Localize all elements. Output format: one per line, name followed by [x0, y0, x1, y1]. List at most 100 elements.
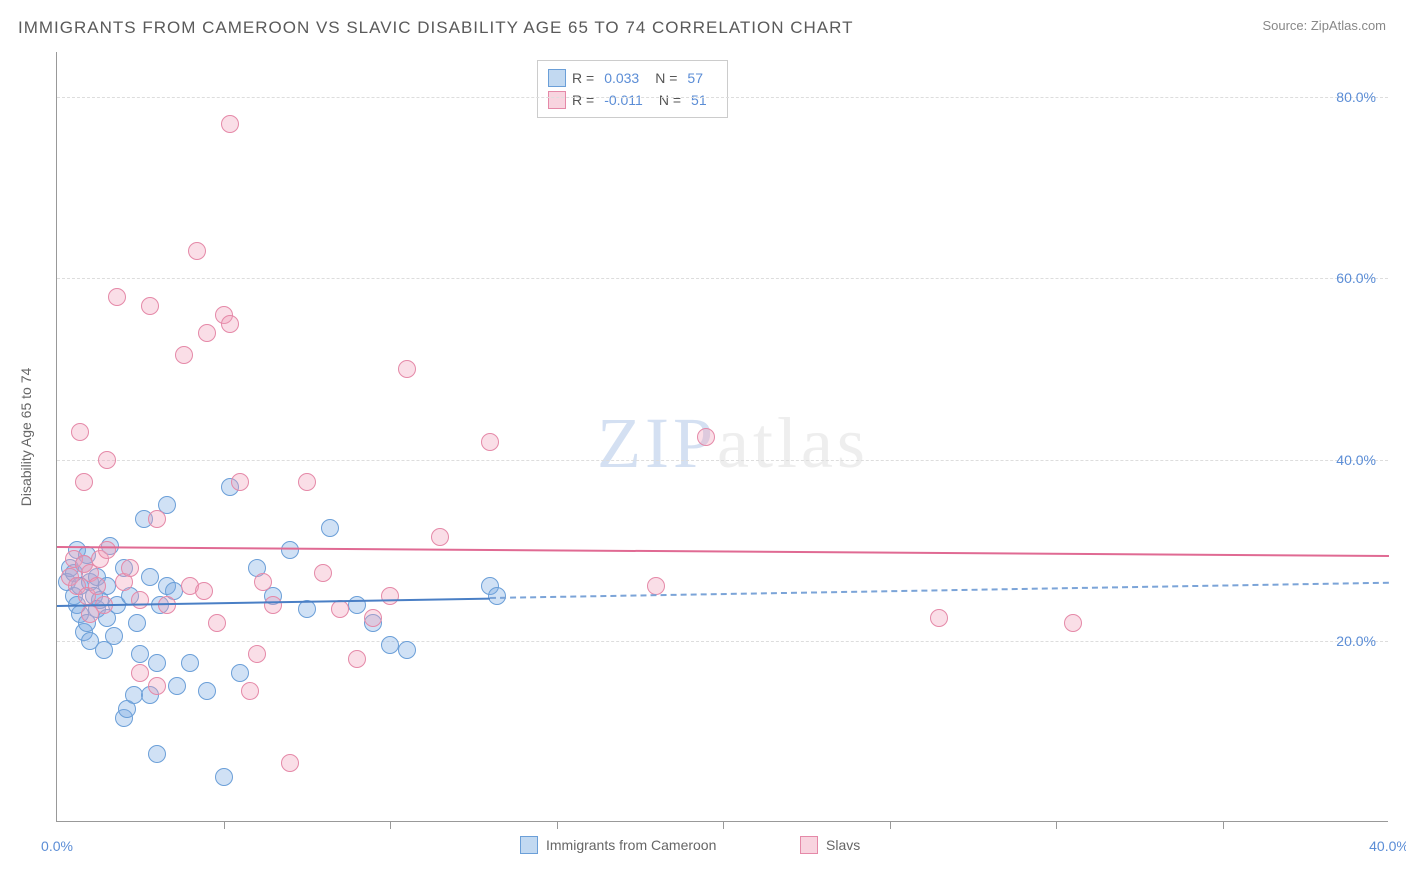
- scatter-point: [221, 315, 239, 333]
- legend-swatch: [520, 836, 538, 854]
- y-axis-title: Disability Age 65 to 74: [18, 368, 34, 507]
- scatter-point: [168, 677, 186, 695]
- scatter-point: [175, 346, 193, 364]
- scatter-point: [75, 473, 93, 491]
- legend-row: R = -0.011 N = 51: [548, 89, 717, 111]
- scatter-point: [248, 645, 266, 663]
- legend-n-value: 51: [691, 92, 707, 108]
- legend-series-label: Immigrants from Cameroon: [546, 837, 716, 853]
- legend-r-label: R =: [572, 92, 594, 108]
- scatter-point: [241, 682, 259, 700]
- scatter-point: [398, 641, 416, 659]
- bottom-legend-series-1: Immigrants from Cameroon: [520, 836, 716, 854]
- legend-n-label: N =: [655, 70, 677, 86]
- source-label: Source: ZipAtlas.com: [1262, 18, 1386, 33]
- x-tick-mark: [1223, 821, 1224, 829]
- watermark: ZIPatlas: [597, 402, 869, 485]
- scatter-point: [148, 510, 166, 528]
- gridline-horizontal: [57, 460, 1388, 461]
- scatter-point: [105, 627, 123, 645]
- x-tick-mark: [723, 821, 724, 829]
- scatter-point: [215, 768, 233, 786]
- x-tick-mark: [224, 821, 225, 829]
- scatter-point: [231, 473, 249, 491]
- watermark-atlas: atlas: [717, 403, 869, 483]
- scatter-point: [141, 297, 159, 315]
- scatter-point: [331, 600, 349, 618]
- scatter-point: [488, 587, 506, 605]
- scatter-point: [364, 609, 382, 627]
- scatter-point: [181, 654, 199, 672]
- scatter-point: [930, 609, 948, 627]
- scatter-point: [88, 577, 106, 595]
- legend-swatch: [548, 91, 566, 109]
- scatter-point: [348, 596, 366, 614]
- y-tick-label: 40.0%: [1336, 452, 1376, 468]
- scatter-point: [208, 614, 226, 632]
- scatter-point: [121, 559, 139, 577]
- legend-series-label: Slavs: [826, 837, 860, 853]
- scatter-point: [108, 288, 126, 306]
- legend-swatch: [548, 69, 566, 87]
- scatter-point: [381, 636, 399, 654]
- scatter-point: [98, 451, 116, 469]
- scatter-point: [128, 614, 146, 632]
- scatter-point: [381, 587, 399, 605]
- y-tick-label: 20.0%: [1336, 633, 1376, 649]
- gridline-horizontal: [57, 278, 1388, 279]
- scatter-point: [264, 596, 282, 614]
- scatter-point: [131, 664, 149, 682]
- legend-r-value: 0.033: [604, 70, 639, 86]
- legend-row: R = 0.033 N = 57: [548, 67, 717, 89]
- x-tick-label: 0.0%: [41, 838, 73, 854]
- legend-n-value: 57: [687, 70, 703, 86]
- scatter-point: [141, 568, 159, 586]
- legend-r-value: -0.011: [604, 92, 643, 108]
- scatter-point: [431, 528, 449, 546]
- y-tick-label: 80.0%: [1336, 89, 1376, 105]
- scatter-point: [131, 591, 149, 609]
- y-tick-label: 60.0%: [1336, 270, 1376, 286]
- scatter-point: [281, 754, 299, 772]
- scatter-point: [148, 654, 166, 672]
- x-tick-label: 40.0%: [1369, 838, 1406, 854]
- scatter-point: [221, 115, 239, 133]
- x-tick-mark: [390, 821, 391, 829]
- scatter-point: [697, 428, 715, 446]
- scatter-point: [198, 324, 216, 342]
- scatter-point: [125, 686, 143, 704]
- scatter-point: [314, 564, 332, 582]
- scatter-point: [647, 577, 665, 595]
- scatter-point: [348, 650, 366, 668]
- scatter-point: [481, 433, 499, 451]
- legend-n-label: N =: [659, 92, 681, 108]
- bottom-legend-series-2: Slavs: [800, 836, 860, 854]
- scatter-point: [254, 573, 272, 591]
- scatter-point: [188, 242, 206, 260]
- scatter-point: [198, 682, 216, 700]
- scatter-point: [231, 664, 249, 682]
- gridline-horizontal: [57, 641, 1388, 642]
- trend-line: [57, 546, 1389, 557]
- trend-line: [490, 582, 1389, 599]
- legend-r-label: R =: [572, 70, 594, 86]
- scatter-point: [148, 745, 166, 763]
- x-tick-mark: [1056, 821, 1057, 829]
- chart-title: IMMIGRANTS FROM CAMEROON VS SLAVIC DISAB…: [18, 18, 854, 38]
- chart-container: IMMIGRANTS FROM CAMEROON VS SLAVIC DISAB…: [0, 0, 1406, 892]
- correlation-legend: R = 0.033 N = 57 R = -0.011 N = 51: [537, 60, 728, 118]
- scatter-point: [398, 360, 416, 378]
- scatter-point: [321, 519, 339, 537]
- x-tick-mark: [557, 821, 558, 829]
- plot-area: ZIPatlas R = 0.033 N = 57 R = -0.011 N = 51 20.…: [56, 52, 1388, 822]
- legend-swatch: [800, 836, 818, 854]
- gridline-horizontal: [57, 97, 1388, 98]
- scatter-point: [1064, 614, 1082, 632]
- scatter-point: [281, 541, 299, 559]
- scatter-point: [131, 645, 149, 663]
- x-tick-mark: [890, 821, 891, 829]
- scatter-point: [98, 541, 116, 559]
- scatter-point: [298, 473, 316, 491]
- scatter-point: [148, 677, 166, 695]
- scatter-point: [195, 582, 213, 600]
